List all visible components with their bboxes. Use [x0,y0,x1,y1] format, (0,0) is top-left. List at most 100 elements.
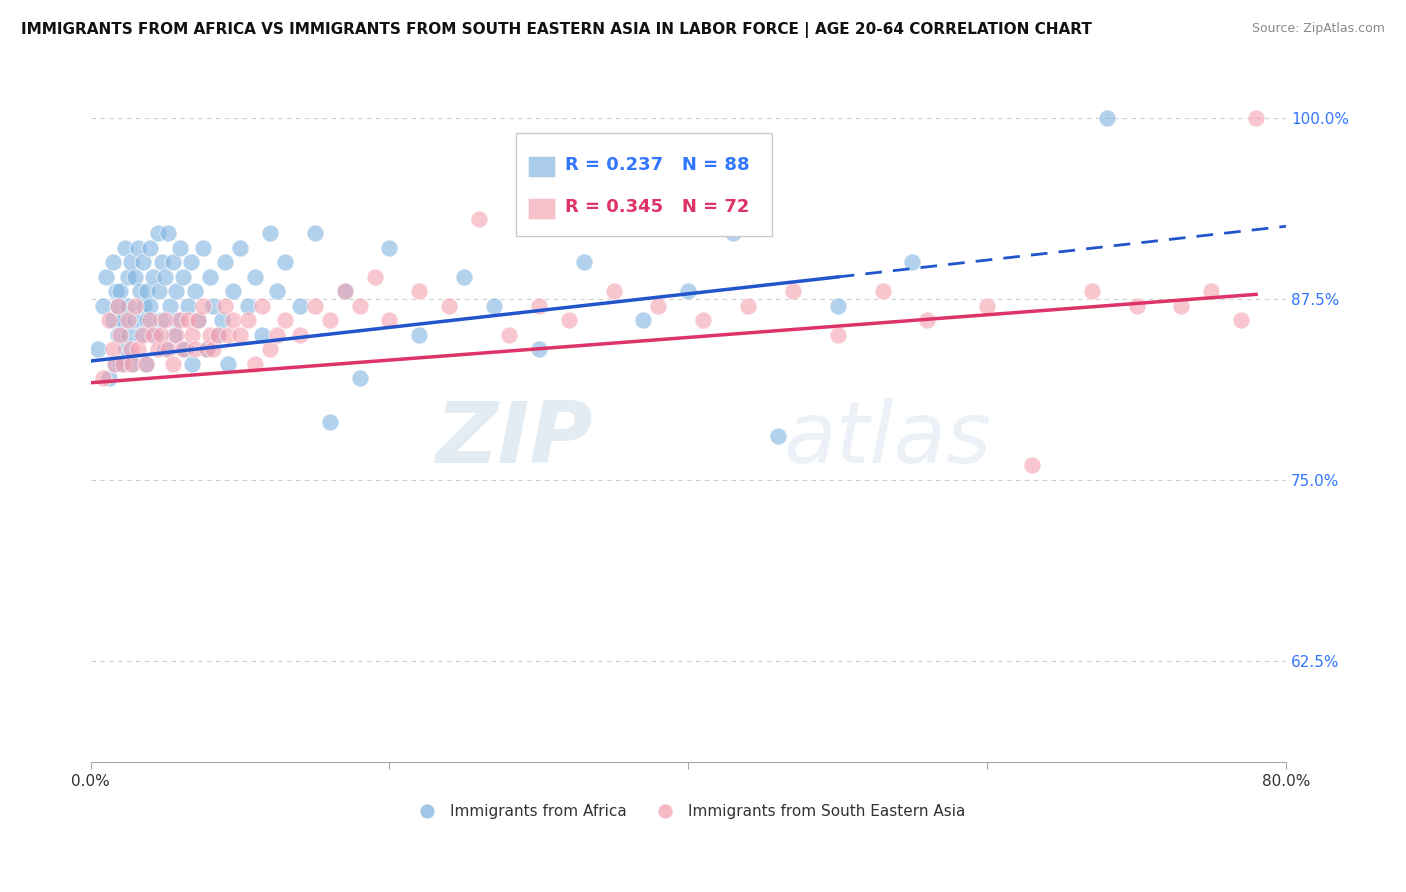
Point [177,299,200,313]
Point [252,299,274,313]
Text: R = 0.237   N = 88: R = 0.237 N = 88 [565,156,749,175]
Point [1244,111,1267,125]
Point [132,327,155,342]
Point [202,299,225,313]
Point [243,357,266,371]
Point [678,285,700,299]
Text: R = 0.345   N = 72: R = 0.345 N = 72 [565,198,749,216]
Point [120,255,142,269]
Point [274,313,297,327]
Point [157,227,180,241]
Point [139,313,162,327]
Legend: Immigrants from Africa, Immigrants from South Eastern Asia: Immigrants from Africa, Immigrants from … [405,797,972,825]
Point [202,343,225,357]
Point [162,255,184,269]
Point [135,357,157,371]
Point [162,357,184,371]
Point [169,313,191,327]
Point [349,371,371,385]
Point [150,255,173,269]
Point [766,429,789,443]
Point [159,299,181,313]
Point [266,285,288,299]
Point [103,357,125,371]
Point [527,299,550,313]
Point [498,327,520,342]
Point [132,255,155,269]
Point [127,343,149,357]
Point [453,270,475,285]
Point [976,299,998,313]
Point [143,327,166,342]
Point [148,285,170,299]
Point [184,285,207,299]
Point [131,327,153,342]
Point [181,327,204,342]
Point [107,327,129,342]
Point [173,343,195,357]
Point [482,299,505,313]
Text: atlas: atlas [785,398,991,481]
Point [155,313,177,327]
Point [97,313,120,327]
Point [917,313,939,327]
Point [572,255,595,269]
Point [134,299,156,313]
Point [1095,111,1118,125]
Point [236,313,259,327]
Point [408,327,430,342]
Point [229,241,252,255]
Point [378,313,401,327]
Point [135,357,157,371]
Point [782,285,804,299]
Text: ZIP: ZIP [434,398,593,481]
Point [737,299,759,313]
Point [236,299,259,313]
Point [318,313,340,327]
Point [187,313,209,327]
Point [91,299,114,313]
Point [149,313,172,327]
Point [647,299,669,313]
Point [117,299,139,313]
Point [207,327,229,342]
Point [259,227,281,241]
Point [105,285,128,299]
Point [217,357,239,371]
Point [184,343,207,357]
Point [114,241,136,255]
Point [1199,285,1222,299]
Point [139,241,162,255]
Point [198,270,221,285]
Point [211,313,233,327]
Point [120,343,142,357]
Point [181,357,204,371]
Point [288,327,311,342]
Text: IMMIGRANTS FROM AFRICA VS IMMIGRANTS FROM SOUTH EASTERN ASIA IN LABOR FORCE | AG: IMMIGRANTS FROM AFRICA VS IMMIGRANTS FRO… [21,22,1092,38]
Point [349,299,371,313]
Point [274,255,297,269]
Point [214,255,236,269]
Point [439,299,461,313]
Point [136,285,159,299]
Point [1125,299,1147,313]
Point [195,343,218,357]
Point [872,285,894,299]
Point [124,313,146,327]
Point [187,313,209,327]
Point [139,299,162,313]
Point [527,343,550,357]
Point [1170,299,1192,313]
Point [166,313,188,327]
Point [91,371,114,385]
Point [112,357,135,371]
Point [721,227,744,241]
Point [110,327,132,342]
Point [243,270,266,285]
Point [229,327,252,342]
Point [191,299,214,313]
Point [288,299,311,313]
Point [101,313,124,327]
Point [110,285,132,299]
Point [142,327,165,342]
